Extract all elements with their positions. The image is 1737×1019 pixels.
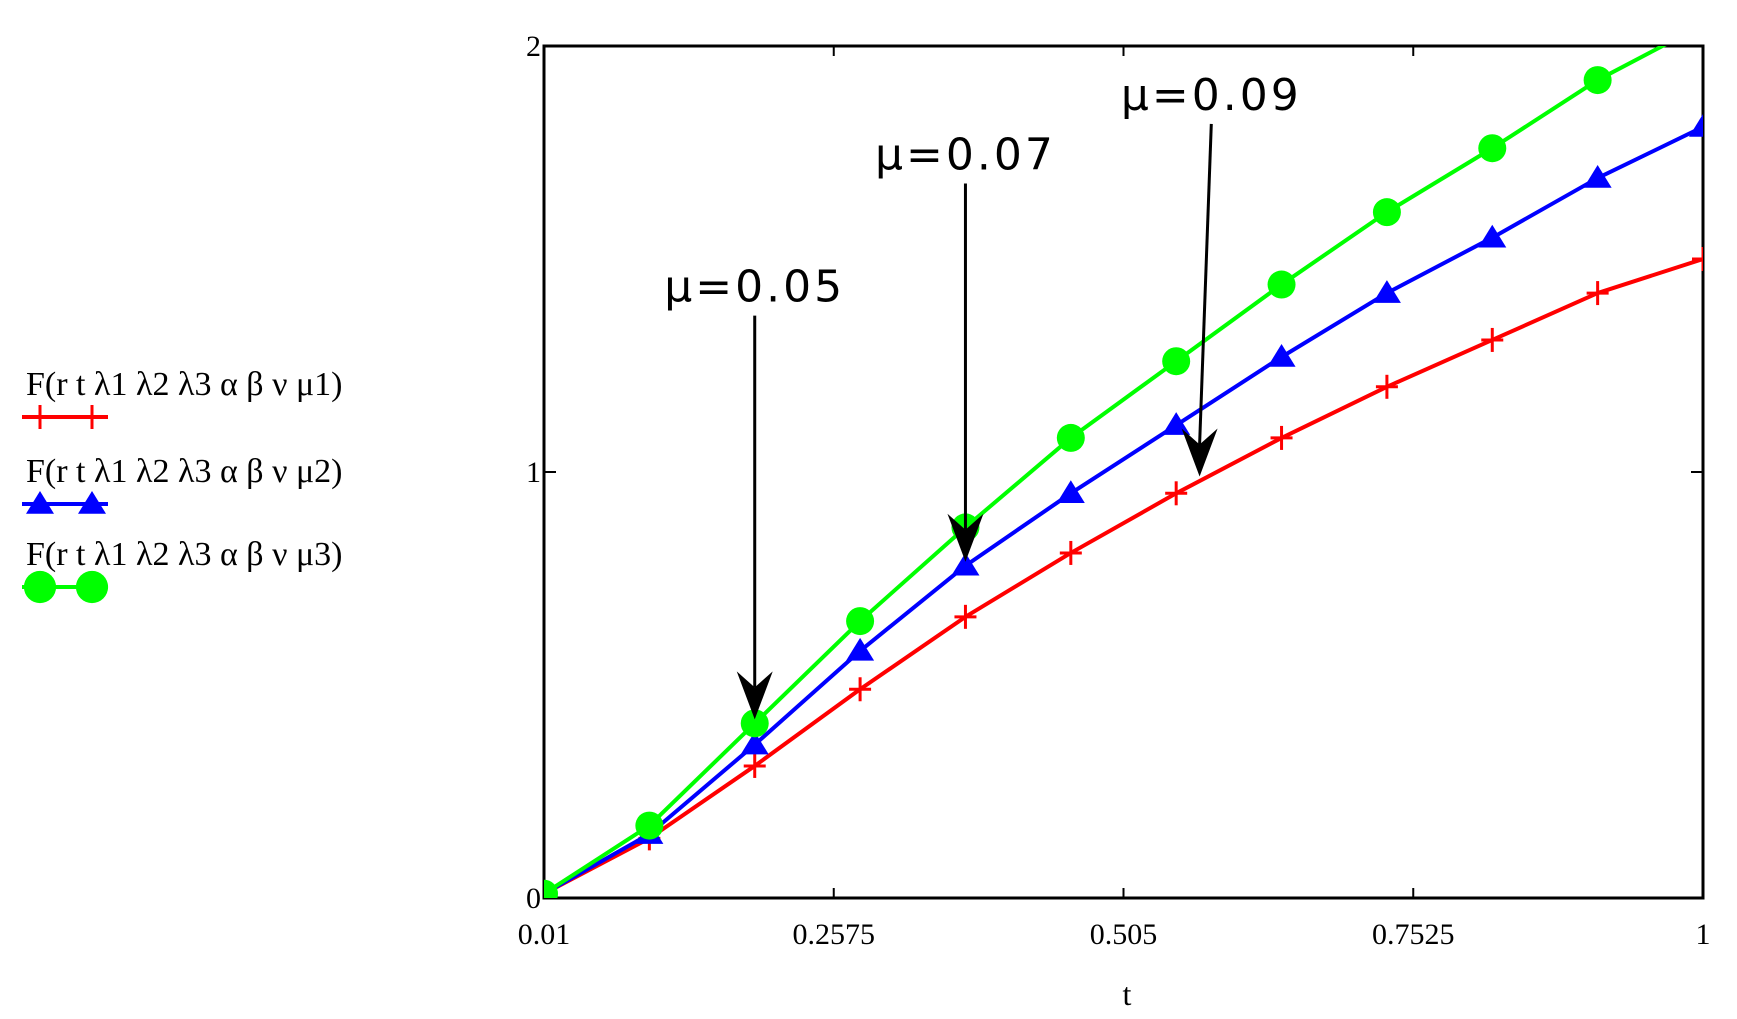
- annotation-3: μ=0.09: [1121, 70, 1302, 477]
- arrow-head: [947, 513, 984, 562]
- data-point: [1689, 11, 1717, 39]
- data-point: [1586, 281, 1609, 306]
- y-axis-ticks: 0 1 2: [526, 30, 1703, 915]
- data-point: [635, 811, 664, 840]
- data-point: [544, 879, 558, 898]
- data-point: [1162, 347, 1191, 376]
- arrow-head: [1181, 428, 1218, 477]
- y-tick-label: 1: [526, 456, 541, 489]
- legend-marker: [26, 491, 54, 514]
- legend-label: F(r t λ1 λ2 λ3 α β ν μ1): [26, 366, 343, 403]
- x-axis-label: t: [1123, 976, 1132, 1012]
- data-point: [740, 731, 769, 755]
- data-point: [1689, 113, 1703, 137]
- data-point: [1165, 481, 1188, 506]
- arrow-shaft: [1198, 123, 1213, 445]
- data-point: [1162, 412, 1191, 435]
- series-2: [544, 113, 1703, 898]
- legend-item-2: F(r t λ1 λ2 λ3 α β ν μ2): [22, 453, 343, 514]
- x-tick-label: 0.2575: [793, 918, 876, 951]
- legend: F(r t λ1 λ2 λ3 α β ν μ1) F(r t λ1 λ2 λ3 α…: [22, 366, 343, 604]
- legend-marker: [23, 570, 57, 604]
- data-point: [1478, 134, 1507, 163]
- arrow-head: [736, 671, 773, 720]
- data-point: [1056, 423, 1085, 452]
- legend-item-1: F(r t λ1 λ2 λ3 α β ν μ1): [22, 366, 343, 429]
- data-point: [1692, 247, 1703, 271]
- data-point: [1267, 270, 1296, 299]
- legend-item-3: F(r t λ1 λ2 λ3 α β ν μ3): [22, 536, 343, 604]
- data-point: [846, 637, 875, 661]
- series-line: [544, 257, 1703, 896]
- legend-marker: [75, 570, 109, 604]
- x-tick-label: 0.7525: [1372, 918, 1455, 951]
- data-point: [846, 607, 875, 636]
- series-1: [544, 247, 1703, 898]
- series-line: [544, 46, 1667, 896]
- x-tick-label: 0.01: [518, 918, 571, 951]
- annotation-layer: μ=0.05 μ=0.07 μ=0.09: [664, 70, 1302, 720]
- data-point: [1481, 327, 1504, 352]
- data-point: [1583, 165, 1612, 188]
- x-axis-ticks: 0.01 0.2575 0.505 0.7525 1: [518, 46, 1711, 951]
- legend-marker: [78, 491, 106, 514]
- data-point: [1375, 374, 1398, 399]
- y-tick-label: 2: [526, 30, 541, 63]
- data-point: [1267, 343, 1296, 367]
- annotation-2: μ=0.07: [875, 130, 1056, 562]
- series-layer: [544, 11, 1717, 898]
- data-point: [743, 753, 766, 778]
- data-point: [1372, 198, 1401, 227]
- data-point: [951, 552, 980, 576]
- data-point: [1059, 540, 1082, 565]
- annotation-label: μ=0.07: [875, 130, 1056, 181]
- y-tick-label: 0: [526, 882, 541, 915]
- legend-marker: [29, 405, 51, 429]
- annotation-1: μ=0.05: [664, 262, 845, 720]
- plot-frame: [542, 44, 1705, 900]
- annotation-label: μ=0.09: [1121, 70, 1302, 121]
- series-line: [544, 125, 1703, 896]
- data-point: [849, 677, 872, 702]
- x-tick-label: 0.505: [1090, 918, 1158, 951]
- legend-marker: [81, 405, 103, 429]
- data-point: [740, 709, 769, 738]
- annotation-label: μ=0.05: [664, 262, 845, 313]
- data-point: [1056, 480, 1085, 504]
- legend-label: F(r t λ1 λ2 λ3 α β ν μ3): [26, 536, 343, 573]
- data-point: [1372, 280, 1401, 303]
- legend-label: F(r t λ1 λ2 λ3 α β ν μ2): [26, 453, 343, 490]
- data-point: [954, 604, 977, 629]
- data-point: [1583, 66, 1612, 95]
- data-point: [1478, 224, 1507, 248]
- x-tick-label: 1: [1696, 918, 1711, 951]
- data-point: [1270, 425, 1293, 450]
